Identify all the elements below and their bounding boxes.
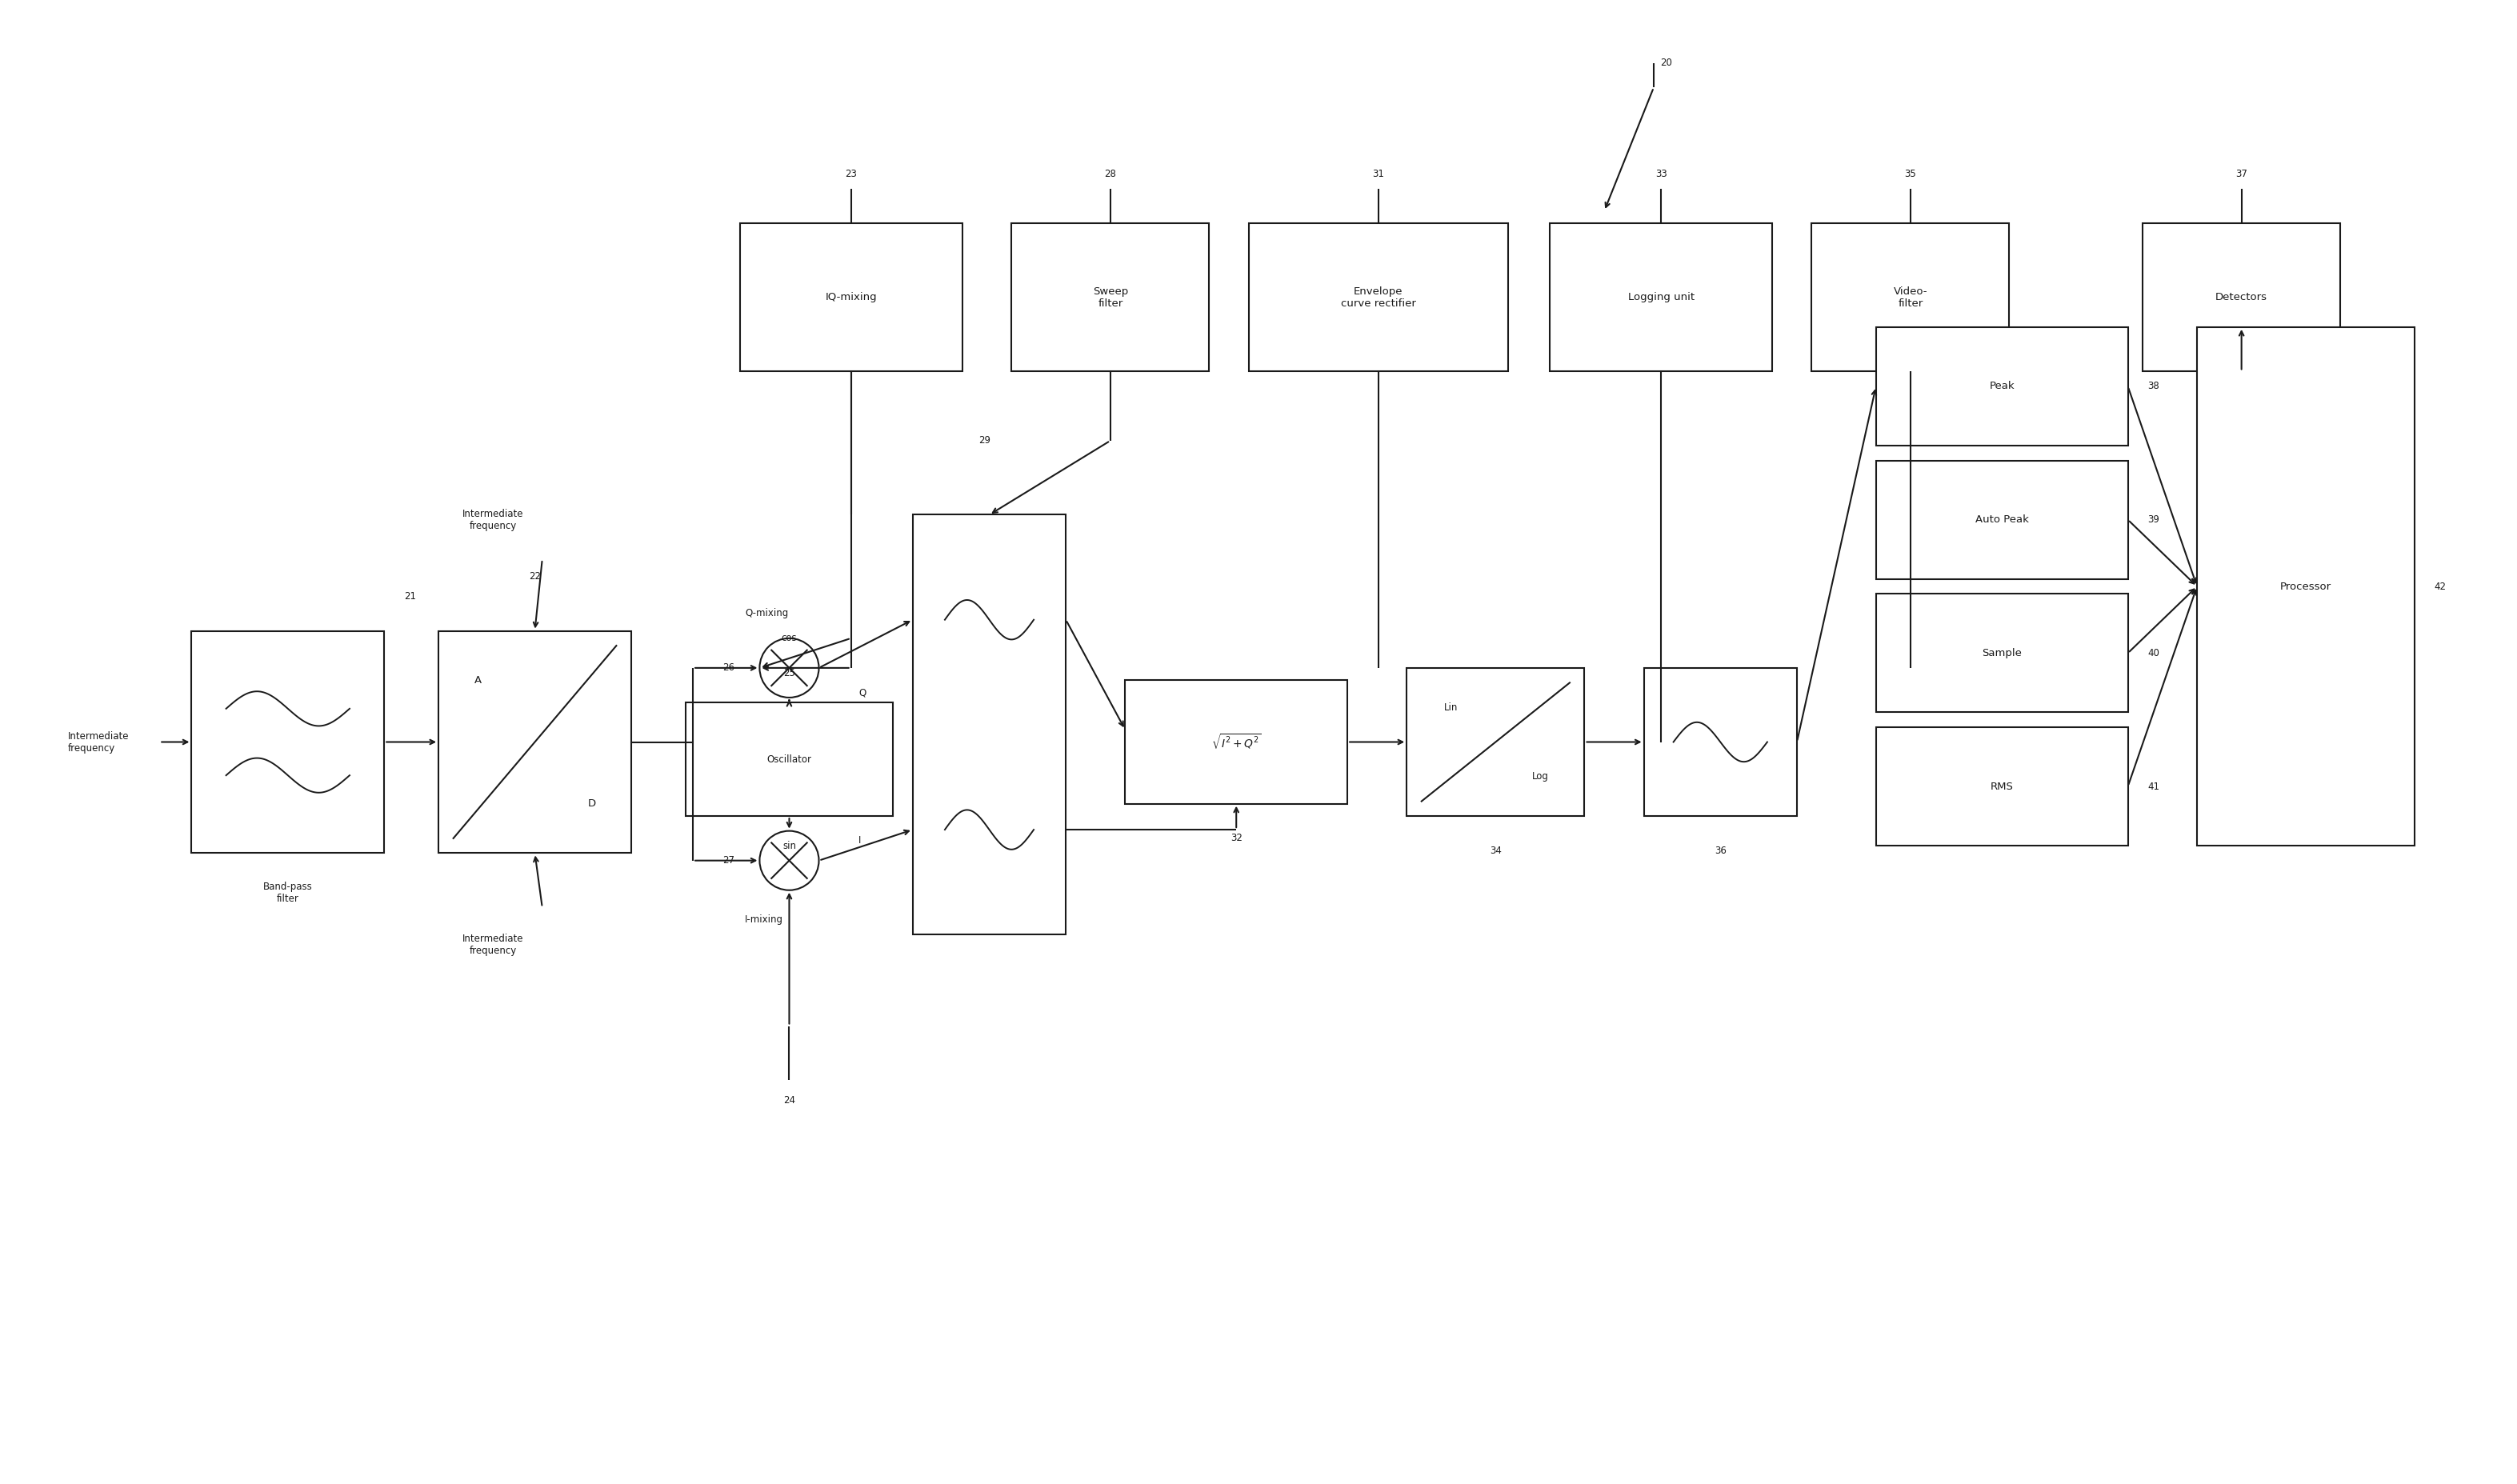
Text: 23: 23	[846, 169, 856, 180]
Text: 29: 29	[979, 435, 989, 445]
Text: 36: 36	[1714, 846, 1727, 856]
Text: I: I	[858, 835, 861, 846]
Text: sin: sin	[783, 840, 795, 850]
Text: I-mixing: I-mixing	[745, 914, 783, 925]
Bar	[1875, 594, 2127, 712]
Text: Q: Q	[858, 687, 866, 697]
Text: Detectors: Detectors	[2215, 292, 2268, 303]
Bar	[1125, 680, 1347, 804]
Text: 34: 34	[1490, 846, 1503, 856]
Text: 27: 27	[722, 855, 735, 865]
Text: Processor: Processor	[2280, 582, 2331, 592]
Bar	[914, 515, 1065, 935]
Text: D: D	[586, 798, 597, 809]
Text: 32: 32	[1231, 833, 1243, 843]
Bar	[1550, 224, 1772, 371]
Text: Lin: Lin	[1445, 702, 1457, 712]
Text: Q-mixing: Q-mixing	[745, 608, 788, 619]
Text: 26: 26	[722, 663, 735, 674]
Bar	[1875, 326, 2127, 445]
Text: 38: 38	[2147, 381, 2160, 392]
Text: Band-pass
filter: Band-pass filter	[264, 881, 312, 904]
Bar	[1812, 224, 2009, 371]
Text: Logging unit: Logging unit	[1628, 292, 1694, 303]
Text: cos: cos	[780, 634, 798, 644]
Text: 40: 40	[2147, 649, 2160, 659]
Text: Peak: Peak	[1988, 381, 2014, 392]
Text: Oscillator: Oscillator	[768, 754, 810, 764]
Text: Intermediate
frequency: Intermediate frequency	[463, 509, 524, 531]
Text: 42: 42	[2434, 582, 2447, 592]
Text: 28: 28	[1105, 169, 1115, 180]
Text: 33: 33	[1656, 169, 1666, 180]
Text: 41: 41	[2147, 781, 2160, 791]
Bar	[1644, 668, 1797, 816]
Circle shape	[760, 638, 818, 697]
Bar	[191, 631, 385, 853]
Bar	[438, 631, 632, 853]
Text: 20: 20	[1661, 58, 1671, 68]
Text: Sweep
filter: Sweep filter	[1092, 286, 1128, 309]
Bar	[1012, 224, 1208, 371]
Bar	[2197, 326, 2414, 846]
Text: 22: 22	[529, 571, 541, 582]
Bar	[1407, 668, 1586, 816]
Text: RMS: RMS	[1991, 781, 2014, 791]
Text: 37: 37	[2235, 169, 2248, 180]
Circle shape	[760, 831, 818, 890]
Text: $\sqrt{I^2+Q^2}$: $\sqrt{I^2+Q^2}$	[1211, 733, 1261, 751]
Text: 31: 31	[1372, 169, 1384, 180]
Text: Sample: Sample	[1981, 649, 2021, 659]
Text: Log: Log	[1533, 772, 1548, 782]
Text: 21: 21	[403, 591, 415, 601]
Bar	[1875, 727, 2127, 846]
Text: 25: 25	[783, 668, 795, 678]
Text: Auto Peak: Auto Peak	[1976, 515, 2029, 525]
Bar	[740, 224, 961, 371]
Bar	[685, 702, 894, 816]
Text: 39: 39	[2147, 515, 2160, 525]
Text: IQ-mixing: IQ-mixing	[826, 292, 876, 303]
Text: Video-
filter: Video- filter	[1893, 286, 1928, 309]
Text: Intermediate
frequency: Intermediate frequency	[68, 730, 128, 754]
Bar	[1875, 460, 2127, 579]
Text: Intermediate
frequency: Intermediate frequency	[463, 933, 524, 956]
Text: 35: 35	[1905, 169, 1915, 180]
Text: Envelope
curve rectifier: Envelope curve rectifier	[1342, 286, 1417, 309]
Bar	[2142, 224, 2341, 371]
Text: A: A	[473, 675, 481, 686]
Text: 24: 24	[783, 1095, 795, 1106]
Bar	[1248, 224, 1508, 371]
